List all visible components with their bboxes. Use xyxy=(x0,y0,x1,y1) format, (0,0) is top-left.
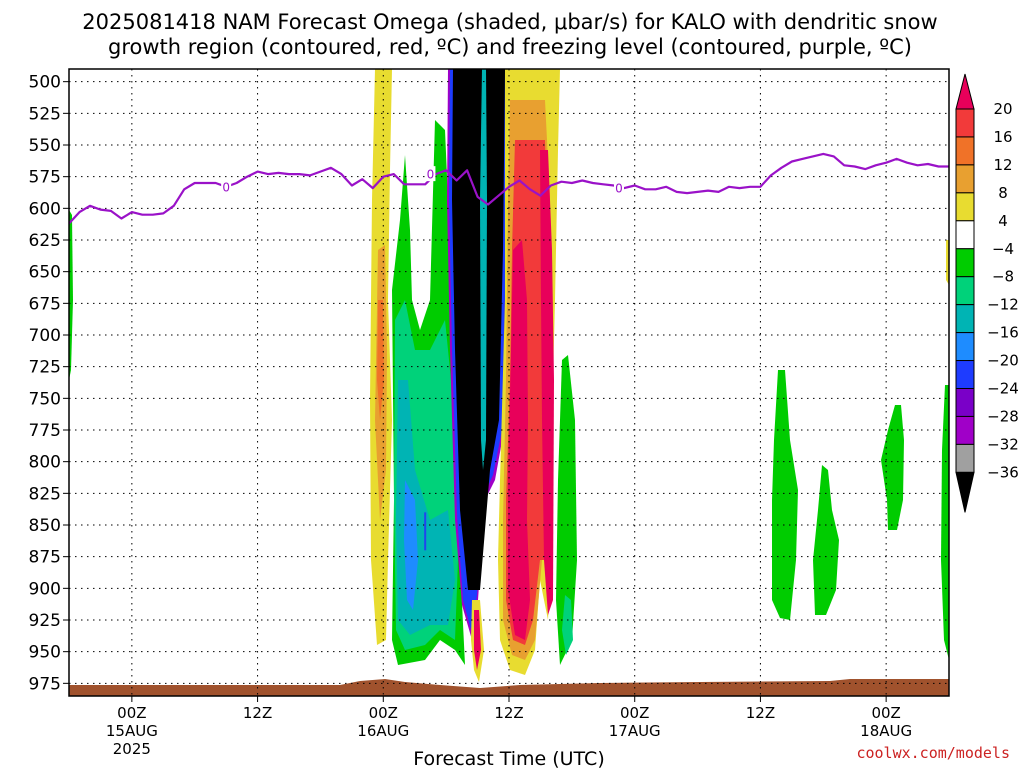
colorbar-label: −20 xyxy=(987,352,1019,370)
colorbar-label: −32 xyxy=(987,435,1019,453)
omega-sinking-east-magenta-2 xyxy=(508,240,530,640)
colorbar-box xyxy=(955,192,975,222)
y-tick-label: 875 xyxy=(29,548,61,568)
x-tick-label: 00Z xyxy=(620,704,649,722)
colorbar-label: −36 xyxy=(987,463,1019,481)
omega-sinking-cell-bottom-core xyxy=(474,610,481,670)
colorbar-bottom-arrow xyxy=(955,471,975,513)
colorbar-label: 8 xyxy=(998,184,1008,202)
omega-cell-east-1-inner xyxy=(562,595,573,655)
colorbar-label: 12 xyxy=(993,156,1012,174)
omega-cell-21z xyxy=(813,465,839,615)
y-tick-label: 650 xyxy=(29,263,61,283)
colorbar-box xyxy=(955,136,975,166)
colorbar-label: −16 xyxy=(987,324,1019,342)
y-tick-label: 850 xyxy=(29,516,61,536)
colorbar-box xyxy=(955,443,975,473)
omega-core-black xyxy=(452,69,505,590)
contour-overlay: 0 0 0 xyxy=(69,152,949,551)
y-tick-label: 775 xyxy=(29,421,61,441)
freezing-level-label: 0 xyxy=(222,180,230,194)
omega-shading xyxy=(69,69,949,696)
omega-cell-00z xyxy=(881,405,904,530)
colorbar-box xyxy=(955,304,975,334)
y-axis-ticks: 500 525 550 575 600 625 650 675 700 725 750 775 800 8… xyxy=(29,73,69,694)
y-tick-label: 700 xyxy=(29,326,61,346)
omega-sinking-east-magenta xyxy=(540,150,554,615)
omega-cell-18z xyxy=(772,370,798,620)
chart-title-line-1: 2025081418 NAM Forecast Omega (shaded, μ… xyxy=(82,10,937,34)
watermark: coolwx.com/models xyxy=(856,744,1010,762)
y-tick-label: 575 xyxy=(29,168,61,188)
y-tick-label: 925 xyxy=(29,611,61,631)
colorbar-box xyxy=(955,108,975,138)
colorbar-label: −12 xyxy=(987,296,1019,314)
y-tick-label: 950 xyxy=(29,643,61,663)
colorbar-box xyxy=(955,220,975,250)
omega-sinking-inner-west xyxy=(377,300,384,420)
omega-cell-right-edge xyxy=(941,385,949,660)
colorbar-box xyxy=(955,164,975,194)
colorbar-box xyxy=(955,388,975,417)
x-tick-date: 17AUG xyxy=(609,722,661,740)
x-tick-date: 15AUG xyxy=(106,722,158,740)
y-tick-label: 725 xyxy=(29,358,61,378)
y-tick-label: 675 xyxy=(29,294,61,314)
y-tick-label: 800 xyxy=(29,453,61,473)
colorbar-box xyxy=(955,415,975,445)
x-tick-label: 12Z xyxy=(746,704,775,722)
y-tick-label: 825 xyxy=(29,484,61,504)
y-tick-label: 600 xyxy=(29,199,61,219)
colorbar-label: −8 xyxy=(992,268,1014,286)
x-tick-label: 00Z xyxy=(871,704,900,722)
omega-core-gap xyxy=(480,69,487,470)
y-tick-label: 625 xyxy=(29,231,61,251)
colorbar-label: −28 xyxy=(987,407,1019,425)
x-tick-label: 12Z xyxy=(494,704,523,722)
y-tick-label: 900 xyxy=(29,579,61,599)
y-tick-label: 750 xyxy=(29,389,61,409)
x-tick-date: 18AUG xyxy=(860,722,912,740)
x-tick-label: 00Z xyxy=(117,704,146,722)
colorbar-box xyxy=(955,360,975,389)
colorbar-box xyxy=(955,332,975,362)
freezing-level-label: 0 xyxy=(427,168,435,182)
colorbar-label: −24 xyxy=(987,380,1019,398)
freezing-level-label: 0 xyxy=(615,182,623,196)
x-tick-label: 12Z xyxy=(243,704,272,722)
freezing-level-label-bg xyxy=(221,178,232,194)
x-tick-date: 16AUG xyxy=(357,722,409,740)
y-tick-label: 550 xyxy=(29,136,61,156)
colorbar-label: 16 xyxy=(993,128,1012,146)
colorbar-box xyxy=(955,276,975,306)
y-tick-label: 525 xyxy=(29,104,61,124)
y-tick-label: 975 xyxy=(29,674,61,694)
x-gridlines xyxy=(131,69,887,696)
x-axis-label: Forecast Time (UTC) xyxy=(413,748,604,768)
freezing-level-line xyxy=(69,152,949,225)
x-tick-year: 2025 xyxy=(113,740,151,758)
freezing-level-label-bg xyxy=(425,166,436,182)
omega-cell-east-1 xyxy=(556,355,577,665)
colorbar-top-arrow xyxy=(955,73,975,110)
colorbar-box xyxy=(955,248,975,278)
y-gridlines xyxy=(69,81,949,684)
freezing-level-label-bg xyxy=(614,180,624,196)
colorbar: 20 16 12 8 4 −4 −8 −12 −16 −20 −24 −28 −32 −36 xyxy=(955,73,1019,513)
colorbar-label: 20 xyxy=(993,100,1012,118)
chart-title-line-2: growth region (contoured, red, ºC) and f… xyxy=(108,35,912,59)
omega-cell-left-edge xyxy=(69,210,73,380)
y-tick-label: 500 xyxy=(29,73,61,93)
colorbar-label: 4 xyxy=(998,212,1008,230)
omega-rising-strongest-cell xyxy=(404,480,418,610)
x-tick-label: 00Z xyxy=(369,704,398,722)
colorbar-label: −4 xyxy=(992,240,1014,258)
